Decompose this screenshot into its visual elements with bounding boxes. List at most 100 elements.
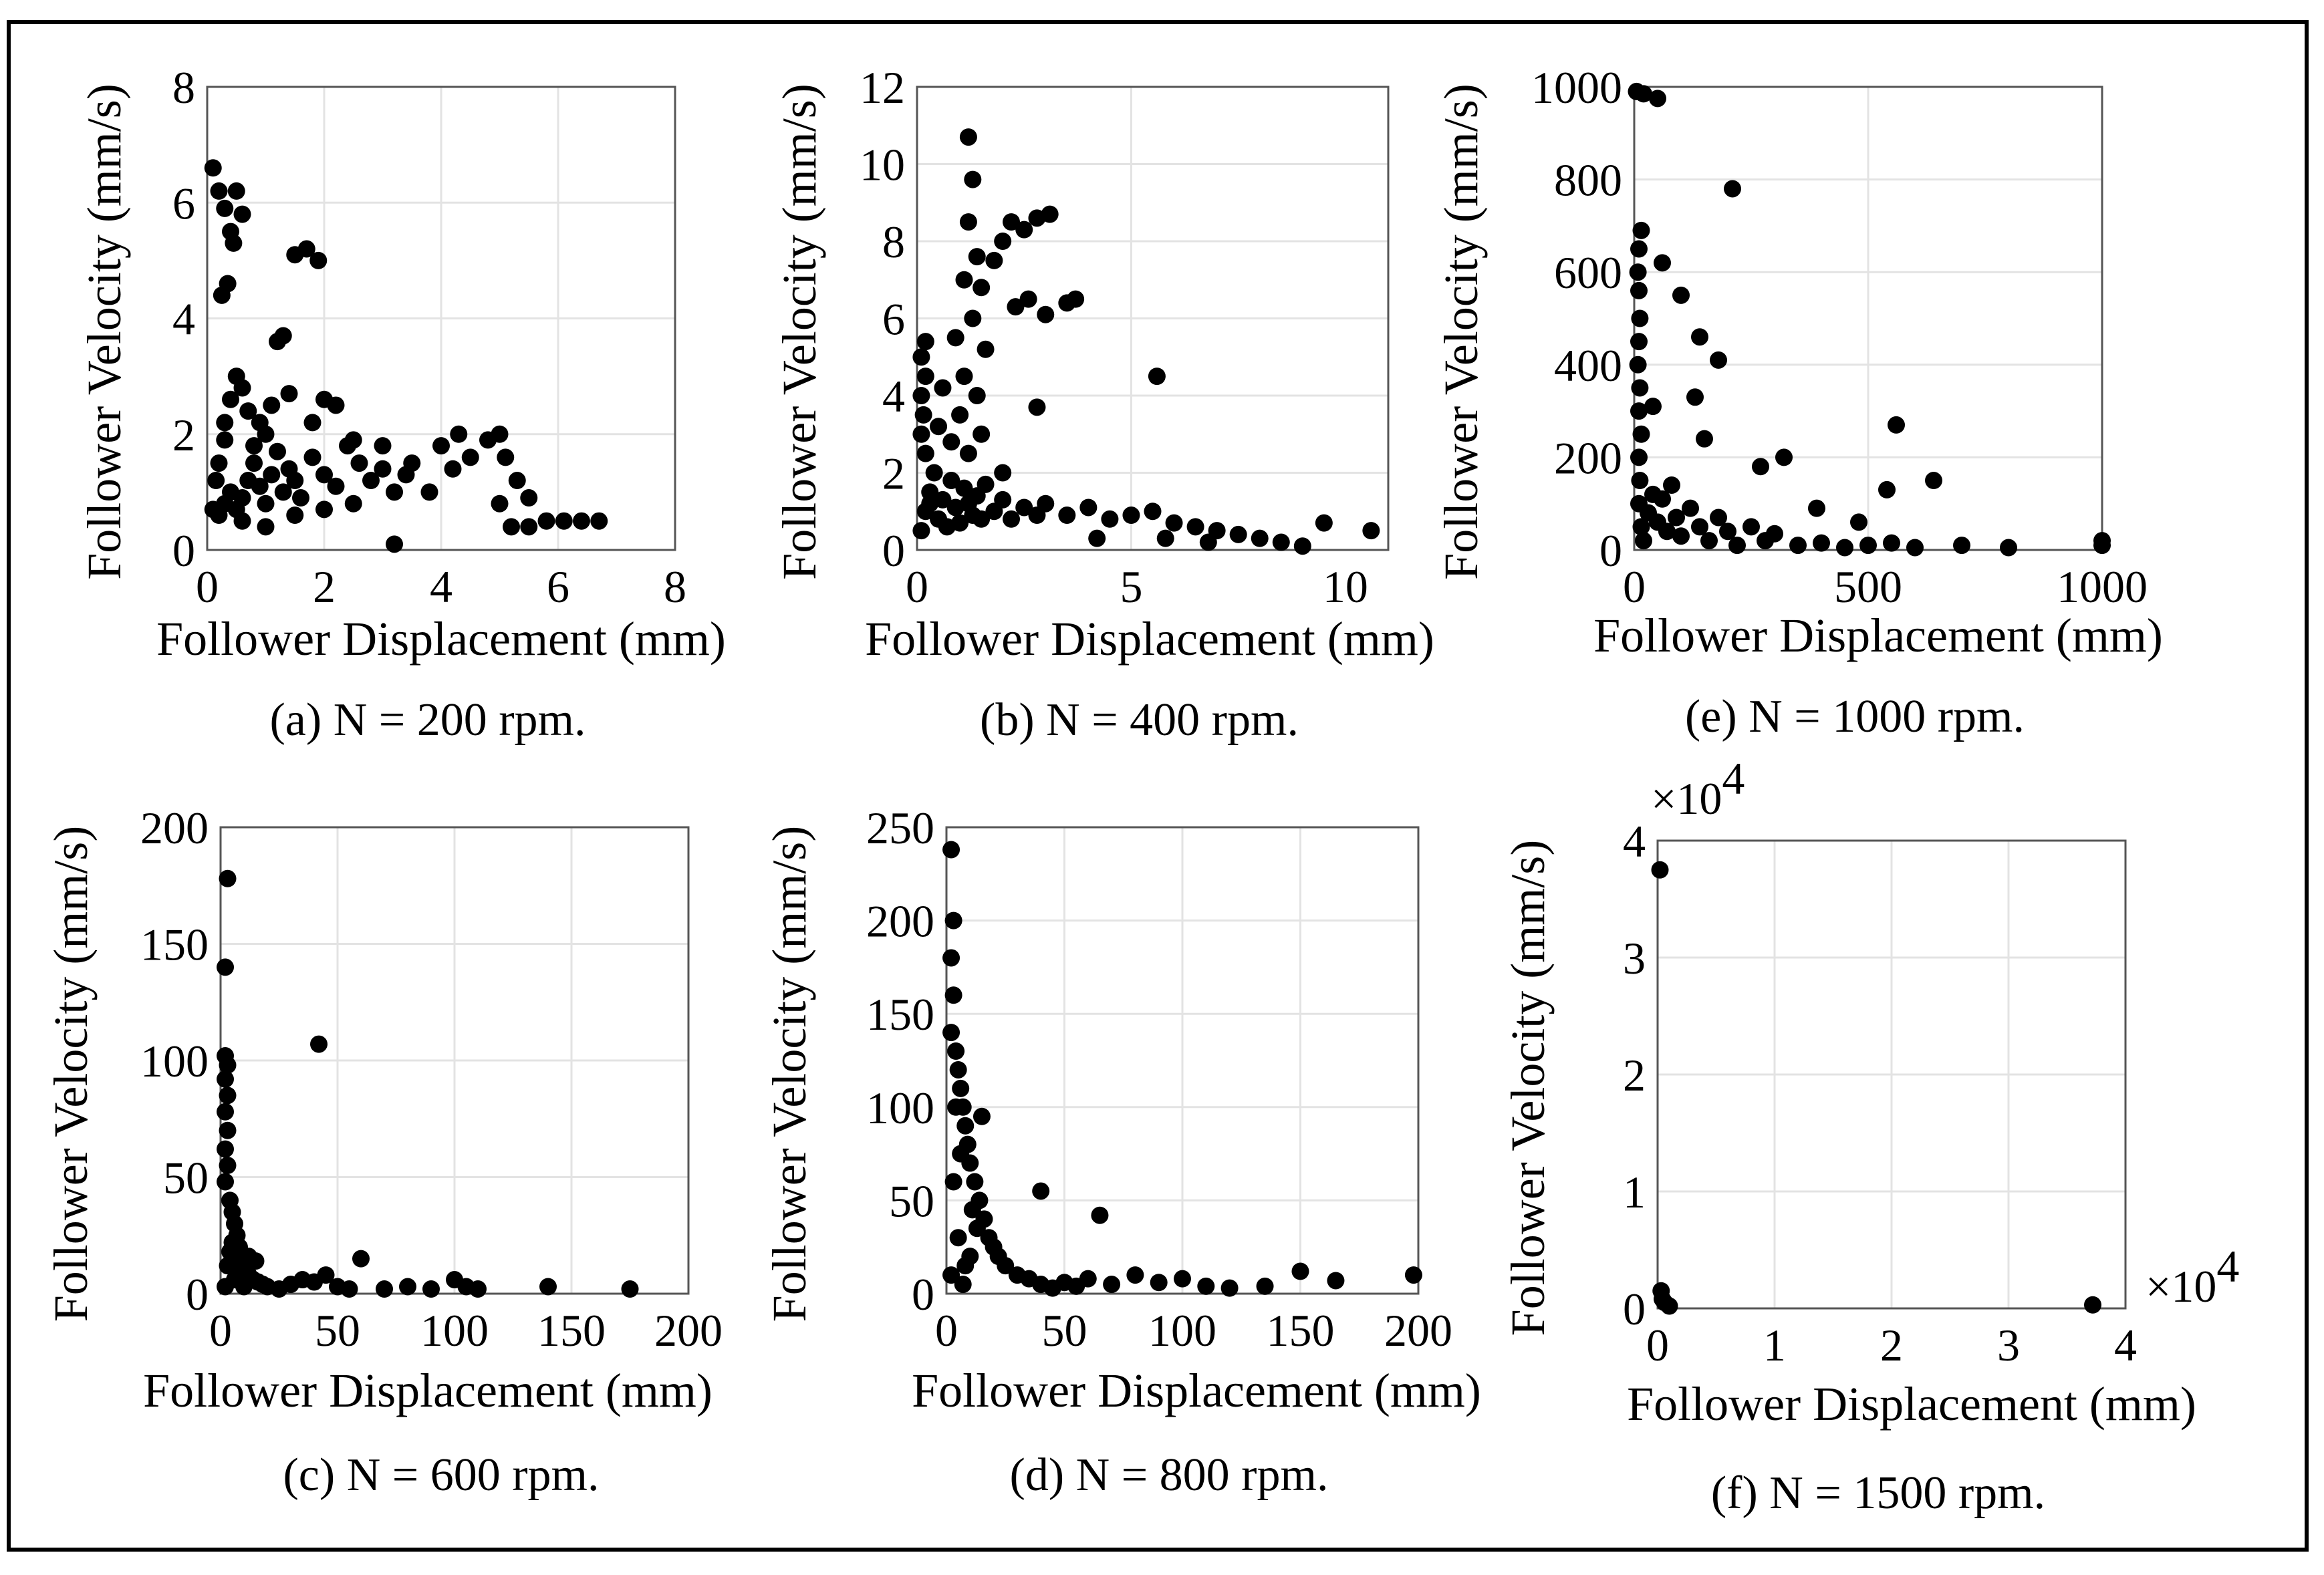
data-point xyxy=(219,1157,237,1175)
data-point xyxy=(1088,529,1106,547)
data-point xyxy=(1103,1276,1121,1294)
data-point xyxy=(327,477,345,495)
y-tick-label: 1000 xyxy=(1531,62,1622,113)
data-point xyxy=(420,483,438,501)
data-point xyxy=(491,425,509,443)
data-point xyxy=(973,510,991,528)
data-point xyxy=(973,1107,991,1125)
data-point xyxy=(1101,510,1119,528)
data-point xyxy=(2093,532,2111,550)
data-point xyxy=(1251,529,1269,547)
x-tick-label: 0 xyxy=(906,561,928,612)
y-tick-label: 12 xyxy=(860,62,905,113)
y-tick-label: 2 xyxy=(172,410,195,460)
data-point xyxy=(994,490,1012,509)
axes-box xyxy=(206,86,676,551)
x-tick-label: 4 xyxy=(2114,1320,2137,1371)
data-point xyxy=(1775,448,1793,466)
data-point xyxy=(973,425,991,443)
data-point xyxy=(432,437,450,455)
y-axis-label: Follower Velocity (mm/s) xyxy=(773,84,826,580)
data-point xyxy=(1658,523,1676,541)
data-point xyxy=(1668,509,1685,527)
data-point xyxy=(274,483,292,501)
data-point xyxy=(310,1035,328,1053)
data-point xyxy=(973,279,991,297)
y-tick-label: 800 xyxy=(1554,155,1622,206)
data-point xyxy=(386,483,403,501)
y-tick-label: 200 xyxy=(1554,432,1622,483)
data-point xyxy=(955,479,973,497)
data-point xyxy=(1630,333,1648,351)
data-point xyxy=(1007,298,1025,316)
data-point xyxy=(1037,494,1055,513)
data-point xyxy=(1150,1274,1168,1292)
data-point xyxy=(374,460,392,478)
data-point xyxy=(1630,240,1648,258)
data-point xyxy=(217,1070,234,1088)
y-axis-multiplier: ×104 xyxy=(1651,753,1745,824)
data-point xyxy=(1272,533,1290,551)
data-point xyxy=(292,489,309,507)
data-point xyxy=(537,512,555,530)
data-point xyxy=(403,454,421,472)
data-point xyxy=(245,454,263,472)
axes-box xyxy=(1656,839,2127,1310)
data-point xyxy=(959,444,977,462)
y-tick-label: 100 xyxy=(866,1083,934,1133)
data-point xyxy=(955,368,973,386)
data-point xyxy=(968,248,986,266)
data-point xyxy=(1663,476,1680,494)
data-point xyxy=(590,512,608,530)
data-point xyxy=(956,1117,975,1135)
data-point xyxy=(1079,1270,1097,1288)
chart-panel-d: 0 50 100 150 200 0 50 100 150 200 250 Follower Disp… xyxy=(763,803,1481,1501)
data-point xyxy=(251,414,269,432)
data-point xyxy=(362,472,380,490)
data-point xyxy=(1122,507,1140,525)
data-point xyxy=(503,518,520,536)
data-point xyxy=(399,1278,416,1296)
data-point xyxy=(1404,1266,1422,1284)
data-point xyxy=(934,379,952,397)
data-point xyxy=(1015,221,1033,239)
data-point xyxy=(1635,85,1652,103)
data-point xyxy=(303,448,321,466)
data-point xyxy=(386,535,403,553)
data-point xyxy=(1256,1277,1274,1295)
data-point xyxy=(219,1087,237,1105)
axes-box xyxy=(945,826,1420,1295)
x-axis-label: Follower Displacement (mm) xyxy=(1627,1377,2196,1431)
data-point xyxy=(952,1145,970,1163)
data-point xyxy=(1003,213,1020,231)
data-point xyxy=(942,1266,960,1284)
x-tick-label: 5 xyxy=(1120,561,1142,612)
data-point xyxy=(1630,281,1648,299)
data-point xyxy=(1630,448,1648,466)
data-point xyxy=(350,454,368,472)
x-tick-label: 2 xyxy=(313,561,336,612)
data-point xyxy=(1067,290,1085,308)
data-point xyxy=(1700,532,1718,550)
data-point xyxy=(947,1098,965,1116)
data-point xyxy=(1174,1270,1191,1288)
data-point xyxy=(216,414,234,432)
scatter-series xyxy=(912,128,1380,555)
data-point xyxy=(1315,514,1333,532)
data-point xyxy=(539,1278,557,1296)
data-point xyxy=(216,431,234,449)
data-point xyxy=(1719,523,1736,541)
data-point xyxy=(1631,472,1649,490)
scatter-series xyxy=(1651,861,2101,1315)
data-point xyxy=(1836,539,1853,557)
x-axis-label: Follower Displacement (mm) xyxy=(865,612,1434,666)
data-point xyxy=(1630,402,1648,420)
data-point xyxy=(444,460,462,478)
data-point xyxy=(297,240,315,258)
x-tick-label: 6 xyxy=(547,561,569,612)
data-point xyxy=(235,1278,253,1296)
data-point xyxy=(942,1024,960,1042)
data-point xyxy=(1220,1279,1239,1297)
data-point xyxy=(309,251,328,269)
y-tick-label: 0 xyxy=(912,1269,934,1320)
